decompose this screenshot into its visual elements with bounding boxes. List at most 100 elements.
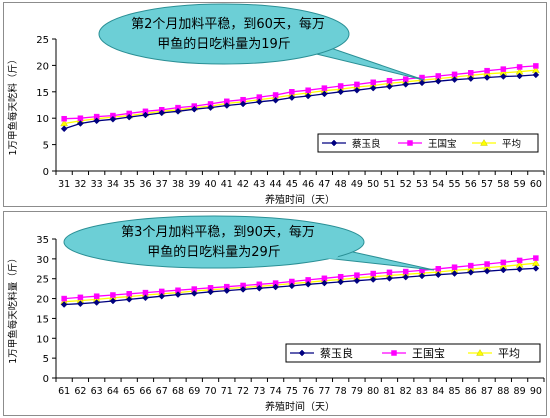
callout-text-line: 第3个月加料平稳，到90天，每万 <box>121 224 315 240</box>
data-point <box>402 273 410 281</box>
data-point <box>386 274 393 282</box>
data-point <box>516 64 523 70</box>
x-tick-label: 90 <box>530 386 542 397</box>
legend-item: 蔡玉良 <box>322 138 381 150</box>
x-tick-label: 62 <box>74 386 86 397</box>
chart-svg-day61-90: 0 5 10 15 20 25 30 35 61 62 63 64 65 66 67 68 69 70 71 72 73… <box>7 215 545 413</box>
data-point <box>109 115 117 123</box>
callout-text-line: 第2个月加料平稳，到60天，每万 <box>131 16 325 32</box>
chart-panel-day61-90: 0 5 10 15 20 25 30 35 61 62 63 64 65 66 67 68 69 70 71 72 73… <box>3 211 547 416</box>
series-line <box>63 74 536 130</box>
data-point <box>223 287 231 294</box>
y-axis-title: 1万甲鱼每天吃料量（斤） <box>7 253 19 364</box>
y-tick-label: 15 <box>36 314 49 325</box>
x-tick-label: 84 <box>432 386 444 397</box>
data-point <box>255 284 263 292</box>
y-tick-label: 20 <box>36 61 49 72</box>
x-tick-label: 41 <box>221 179 233 190</box>
data-point <box>500 259 507 266</box>
data-point <box>370 270 376 277</box>
x-tick-label: 31 <box>58 179 70 190</box>
data-point <box>468 262 474 269</box>
x-tick-label: 70 <box>204 386 216 397</box>
x-tick-label: 53 <box>416 179 428 190</box>
data-point <box>77 120 84 127</box>
x-tick-label: 33 <box>91 179 103 190</box>
data-point <box>532 265 540 272</box>
x-tick-label: 42 <box>237 179 249 190</box>
x-tick-label: 89 <box>514 386 526 397</box>
data-point <box>289 89 295 95</box>
data-point <box>142 111 149 119</box>
data-point <box>402 268 409 275</box>
legend-item: 平均 <box>472 138 521 150</box>
data-point <box>288 94 296 101</box>
legend-box <box>285 343 541 363</box>
data-point <box>304 280 312 288</box>
data-point <box>305 87 311 93</box>
x-tick-label: 73 <box>253 386 265 397</box>
legend-label: 王国宝 <box>412 346 445 360</box>
legend-marker <box>407 140 413 146</box>
data-point <box>207 288 214 296</box>
legend-marker <box>480 139 488 146</box>
x-tick-label: 86 <box>465 386 477 397</box>
data-point <box>337 278 345 286</box>
x-axis-title: 养殖时间（天） <box>265 400 335 413</box>
data-point <box>190 105 198 113</box>
data-point <box>60 301 68 308</box>
x-tick-label: 49 <box>351 179 363 190</box>
chart-panel-day31-60: 0 5 10 15 20 25 31 32 33 34 35 36 37 38 39 40 41 42 43 44 45… <box>3 2 547 207</box>
data-point <box>533 255 539 261</box>
y-tick-label: 15 <box>36 88 49 99</box>
x-tick-label: 72 <box>237 386 249 397</box>
data-point <box>386 83 393 90</box>
y-tick-label: 10 <box>36 334 49 345</box>
data-point <box>272 96 279 104</box>
data-point <box>435 266 442 272</box>
data-point <box>77 300 84 308</box>
data-point <box>272 283 279 291</box>
x-tick-label: 78 <box>335 386 347 397</box>
data-point <box>516 265 523 273</box>
data-point <box>516 72 523 80</box>
x-tick-label: 79 <box>351 386 363 397</box>
data-point <box>93 293 100 299</box>
legend-label: 平均 <box>502 138 521 150</box>
data-point <box>354 272 360 278</box>
x-tick-label: 39 <box>188 179 200 190</box>
x-tick-label: 45 <box>286 179 298 190</box>
x-tick-label: 46 <box>302 179 314 190</box>
data-point <box>272 92 279 98</box>
data-point <box>61 115 67 122</box>
x-tick-label: 87 <box>481 386 493 397</box>
x-tick-label: 50 <box>367 179 379 190</box>
series-line <box>64 262 536 303</box>
data-point <box>434 271 442 279</box>
data-point <box>467 269 475 276</box>
x-tick-label: 56 <box>465 179 477 190</box>
data-point <box>77 115 84 121</box>
legend-box <box>317 133 539 153</box>
data-point <box>125 113 133 121</box>
data-point <box>499 73 507 80</box>
y-tick-label: 20 <box>36 295 49 306</box>
chart-svg-day31-60: 0 5 10 15 20 25 31 32 33 34 35 36 37 38 39 40 41 42 43 44 45… <box>7 3 545 206</box>
callout-text-line: 甲鱼的日吃料量为19斤 <box>157 36 291 52</box>
series-line <box>64 65 536 120</box>
data-point <box>337 88 345 96</box>
data-point <box>451 270 458 277</box>
x-tick-label: 38 <box>172 179 184 190</box>
x-tick-label: 82 <box>400 386 412 397</box>
x-tick-label: 35 <box>123 179 135 190</box>
y-tick-label: 35 <box>36 235 49 246</box>
callout-bubble <box>63 215 365 269</box>
x-tick-label: 47 <box>318 179 330 190</box>
data-point <box>142 289 149 296</box>
x-tick-label: 76 <box>302 386 314 397</box>
data-point <box>402 76 409 82</box>
data-point <box>239 100 247 108</box>
x-tick-label: 32 <box>74 179 86 190</box>
data-point <box>532 71 540 79</box>
